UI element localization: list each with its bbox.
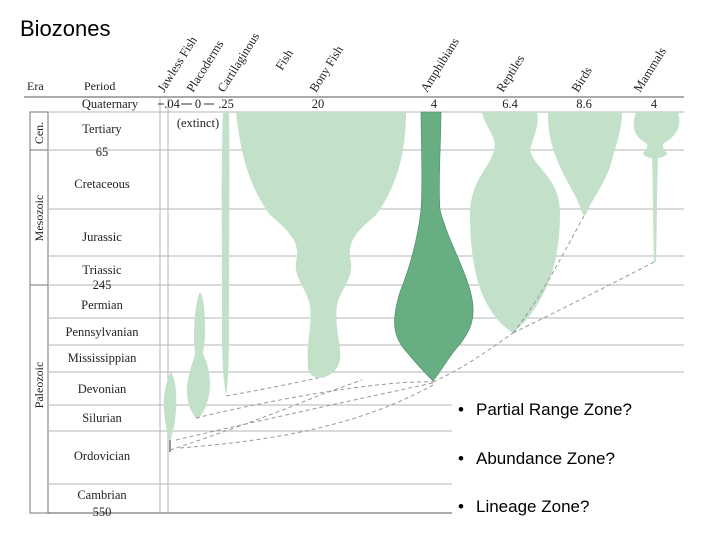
era-label-paleozoic: Paleozoic — [32, 362, 46, 409]
spindle-birds — [548, 112, 622, 216]
period-mississippian: Mississippian — [68, 351, 138, 365]
value-cartilaginous-fish: .25 — [218, 97, 234, 111]
value-bony-fish: 20 — [312, 97, 325, 111]
period-cretaceous: Cretaceous — [74, 177, 130, 191]
value-jawless-fish: .04 — [164, 97, 180, 111]
slide-title: Biozones — [20, 16, 111, 41]
era-column — [29, 111, 49, 514]
value-amphibians: 4 — [431, 97, 438, 111]
bullet-dot: • — [458, 497, 464, 516]
era-column-header: Era — [27, 79, 44, 93]
bullet-item-lineage: • Lineage Zone? — [458, 497, 589, 517]
lineage-lines — [169, 215, 655, 451]
period-column-header: Period — [84, 79, 115, 93]
bullet-text: Abundance Zone? — [476, 449, 615, 468]
group-label-reptiles: Reptiles — [494, 52, 528, 94]
value-reptiles: 6.4 — [502, 97, 518, 111]
period-pennsylvanian: Pennsylvanian — [66, 325, 140, 339]
period-triassic: Triassic — [82, 263, 122, 277]
period-ordovician: Ordovician — [74, 449, 131, 463]
extinct-note: (extinct) — [177, 116, 219, 130]
bullet-dot: • — [458, 400, 464, 419]
group-label-birds: Birds — [569, 64, 595, 95]
spindle-jawless-fish — [163, 372, 177, 442]
spindle-reptiles — [470, 112, 560, 333]
age-245: 245 — [93, 278, 112, 292]
group-label-cartilaginous-fish: Fish — [273, 46, 297, 72]
value-mammals: 4 — [651, 97, 658, 111]
group-label-mammals: Mammals — [631, 45, 669, 95]
bullet-list: • Partial Range Zone? • Abundance Zone? • L… — [452, 392, 714, 540]
era-label-mesozoic: Mesozoic — [32, 195, 46, 242]
bullet-text: Partial Range Zone? — [476, 400, 632, 419]
bullet-item-partial-range: • Partial Range Zone? — [458, 400, 632, 420]
group-label-amphibians: Amphibians — [418, 35, 462, 94]
period-cambrian: Cambrian — [77, 488, 127, 502]
period-jurassic: Jurassic — [82, 230, 122, 244]
bullet-text: Lineage Zone? — [476, 497, 590, 516]
period-silurian: Silurian — [82, 411, 122, 425]
age-65: 65 — [96, 145, 109, 159]
era-label-cenozoic: Cen. — [32, 122, 46, 144]
spindle-mammals — [633, 112, 680, 262]
spindle-placoderms — [186, 292, 211, 419]
group-label-bony-fish: Bony Fish — [307, 43, 347, 95]
group-label-cartilaginous: Cartilaginous — [215, 30, 263, 95]
spindle-amphibians — [394, 111, 474, 382]
period-devonian: Devonian — [78, 382, 127, 396]
bullet-dot: • — [458, 449, 464, 468]
age-550: 550 — [93, 505, 112, 519]
period-quaternary: Quaternary — [82, 97, 139, 111]
value-placoderms: 0 — [195, 97, 201, 111]
spindle-cartilaginous-fish — [221, 112, 230, 395]
period-permian: Permian — [81, 298, 123, 312]
spindle-bony-fish — [236, 112, 406, 378]
value-birds: 8.6 — [576, 97, 592, 111]
period-tertiary: Tertiary — [82, 122, 122, 136]
bullet-item-abundance: • Abundance Zone? — [458, 449, 615, 469]
